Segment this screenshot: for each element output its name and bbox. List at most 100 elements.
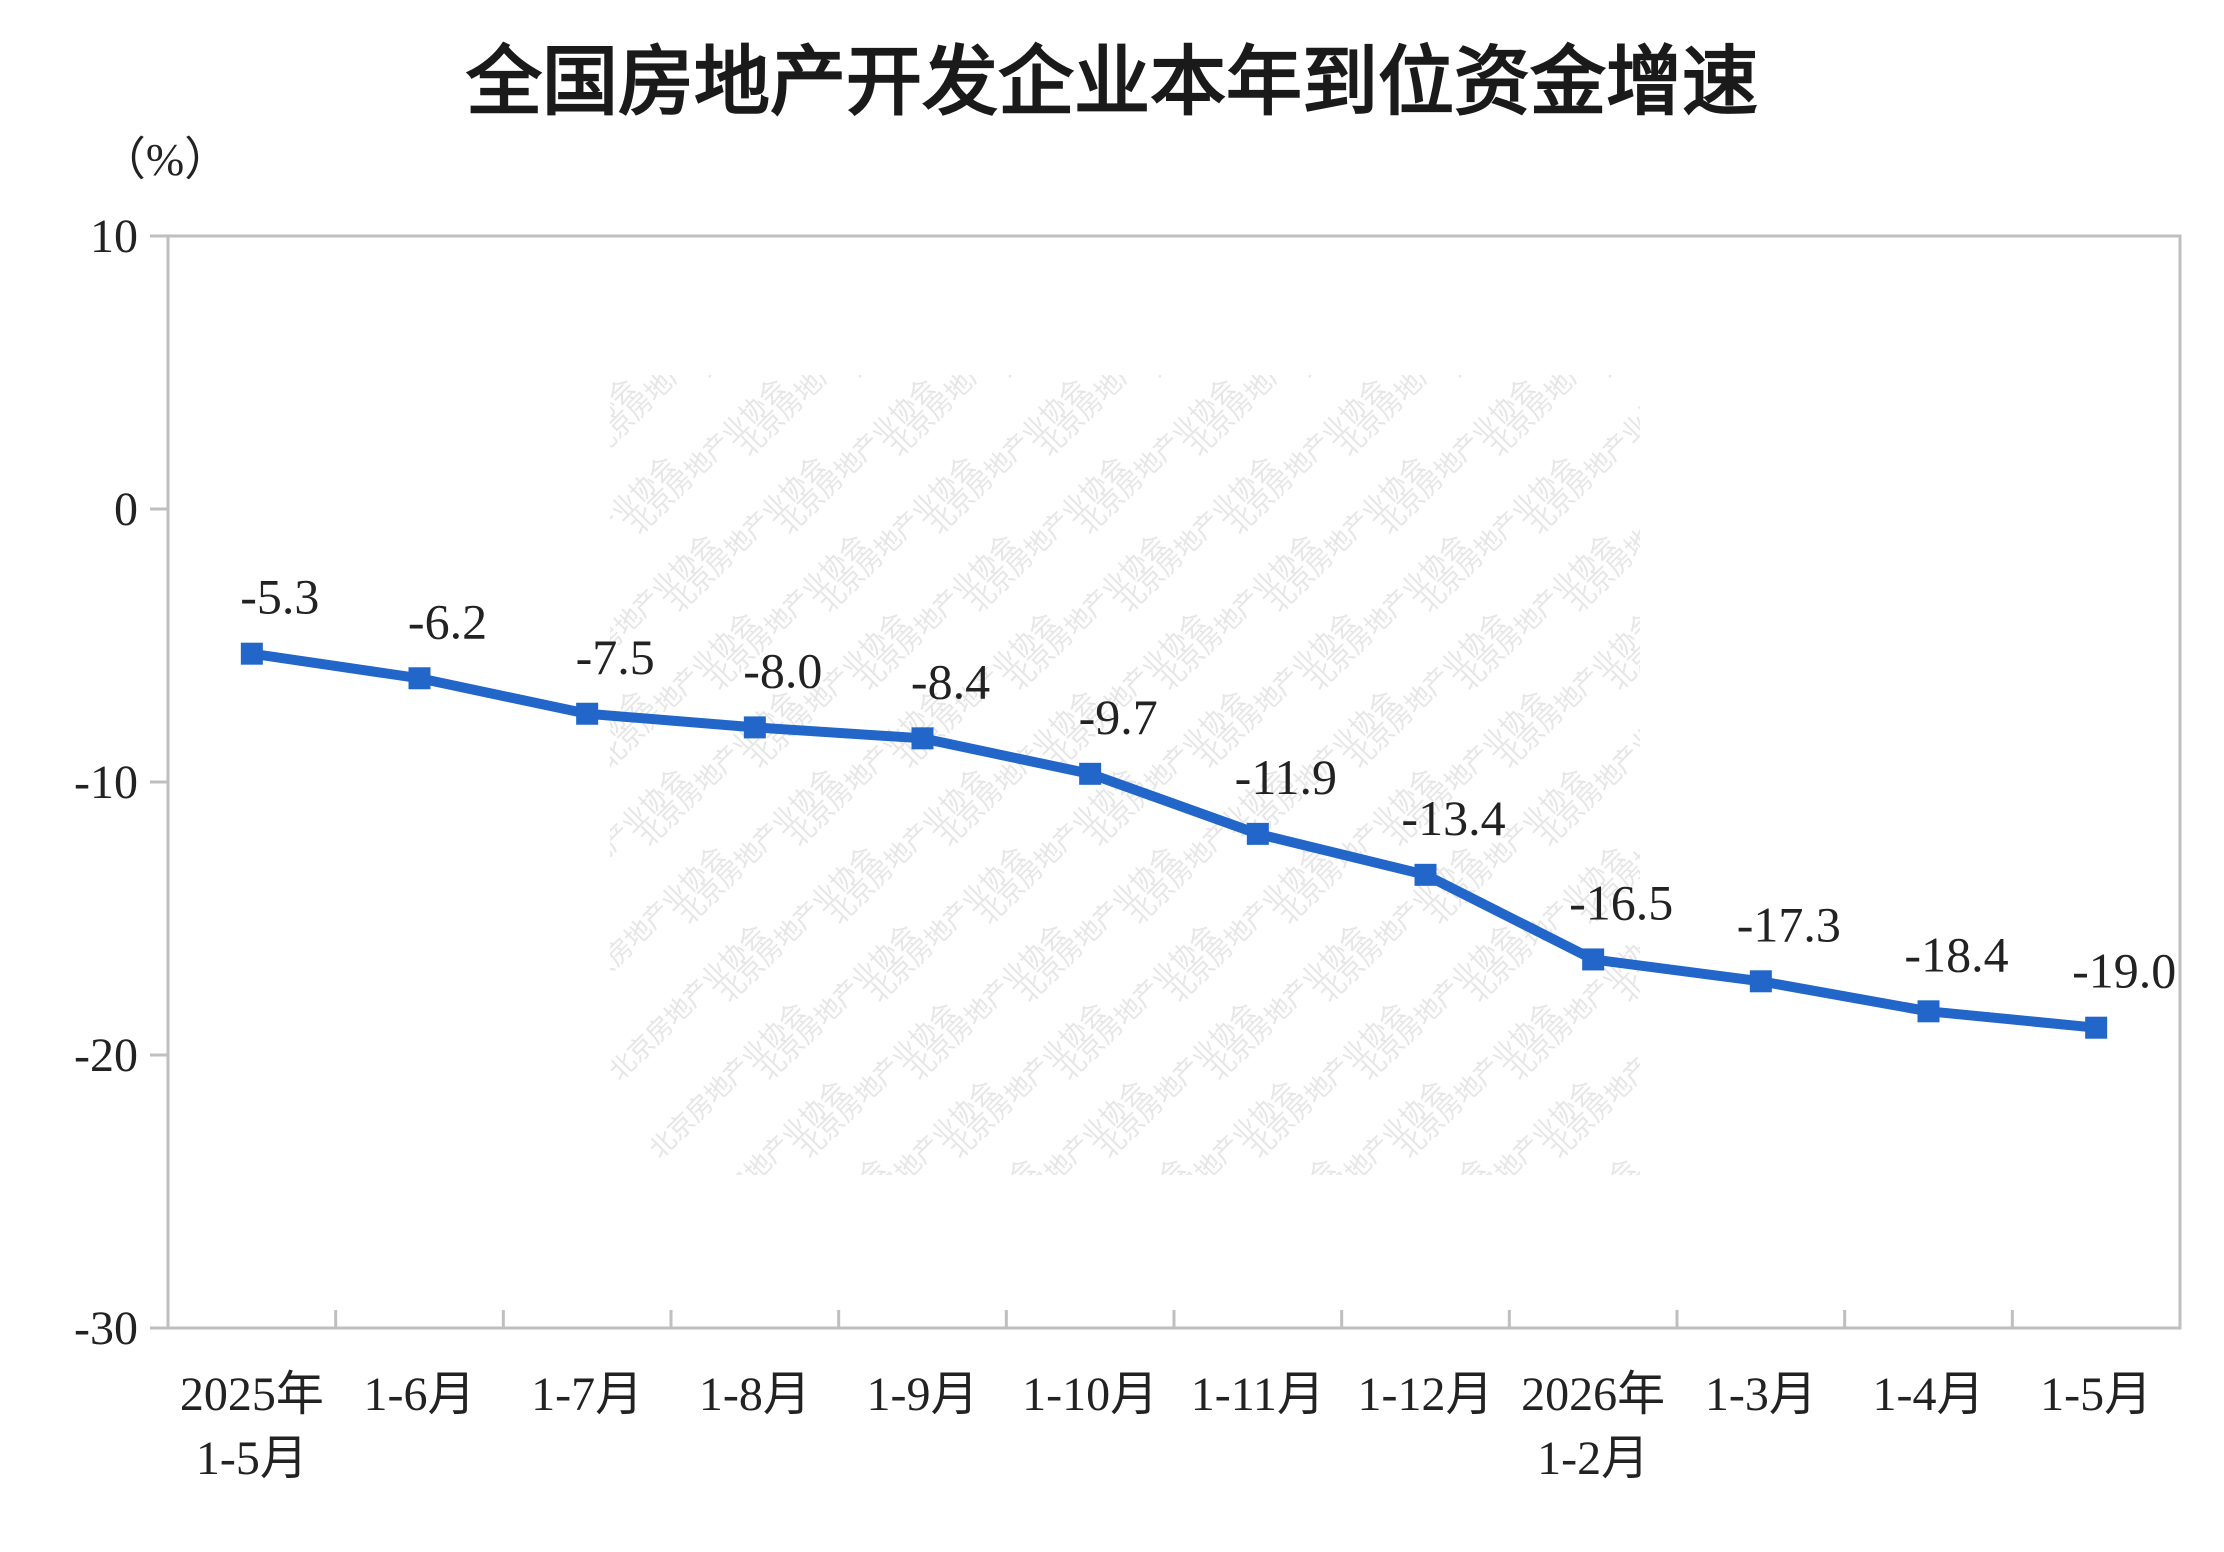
data-point-7 [1414, 863, 1437, 886]
watermark-text-219: 北京房地产业协会 [2034, 1075, 2202, 1243]
watermark-text-224: 北京房地产业协会 [724, 1153, 892, 1321]
watermark-text-62: 北京房地产业协会 [1144, 217, 1312, 385]
watermark-text-46: 北京房地产业协会 [804, 139, 972, 307]
data-label-11: -19.0 [2072, 943, 2176, 999]
data-label-2: -7.5 [576, 629, 655, 685]
watermark-text-51: 北京房地产业协会 [1554, 139, 1722, 307]
watermark-text-148: 北京房地产业协会 [1684, 685, 1852, 853]
watermark-text-122: 北京房地产业协会 [1904, 529, 2072, 697]
x-axis: 2025年 1-5月 1-6月 1-7月 1-8月 1-9月 1-10月 1-11月 1-12月… [180, 1310, 2152, 1485]
watermark-text-61: 北京房地产业协会 [994, 217, 1162, 385]
watermark-text-41: 北京房地产业协会 [2114, 61, 2224, 229]
watermark-text-59: 北京房地产业协会 [694, 217, 862, 385]
watermark-text-47: 北京房地产业协会 [954, 139, 1122, 307]
watermark-text-121: 北京房地产业协会 [1754, 529, 1922, 697]
watermark-text-107: 北京房地产业协会 [1714, 451, 1882, 619]
watermark-text-80: 北京房地产业协会 [1784, 295, 1952, 463]
data-label-8: -16.5 [1569, 874, 1673, 930]
x-tick-label-6-0: 1-11月 [1191, 1368, 1325, 1421]
watermark-text-29: 北京房地产业协会 [314, 61, 482, 229]
series-line-group [240, 642, 2108, 1039]
data-point-3 [743, 716, 766, 739]
watermark-text-11: 北京房地产业协会 [1734, 0, 1902, 73]
series-line-0 [246, 648, 2102, 1033]
data-label-1: -6.2 [408, 593, 487, 649]
watermark-text-109: 北京房地产业协会 [2014, 451, 2182, 619]
watermark-text-1: 北京房地产业协会 [234, 0, 402, 73]
data-label-10: -18.4 [1904, 926, 2008, 982]
data-point-11 [2085, 1016, 2108, 1039]
watermark-text-65: 北京房地产业协会 [1594, 217, 1762, 385]
x-tick-label-1-0: 1-6月 [364, 1368, 476, 1421]
watermark-text-79: 北京房地产业协会 [1634, 295, 1802, 463]
watermark-text-45: 北京房地产业协会 [654, 139, 822, 307]
watermark-text-68: 北京房地产业协会 [2044, 217, 2212, 385]
data-label-5: -9.7 [1079, 689, 1158, 745]
watermark-text-40: 北京房地产业协会 [1964, 61, 2132, 229]
watermark-text-15: 北京房地产业协会 [274, 0, 442, 151]
watermark-text-225: 北京房地产业协会 [874, 1153, 1042, 1321]
data-point-9 [1749, 970, 1772, 993]
watermark-text-14: 北京房地产业协会 [124, 0, 292, 151]
watermark-text-84: 北京房地产业协会 [324, 373, 492, 541]
watermark-text-230: 北京房地产业协会 [1624, 1153, 1792, 1321]
watermark-text-58: 北京房地产业协会 [544, 217, 712, 385]
watermark-text-0: 北京房地产业协会 [84, 0, 252, 73]
watermark-text-227: 北京房地产业协会 [1174, 1153, 1342, 1321]
watermark-text-26: 北京房地产业协会 [1924, 0, 2092, 151]
watermark-text-66: 北京房地产业协会 [1744, 217, 1912, 385]
watermark-text-55: 北京房地产业协会 [2154, 139, 2224, 307]
watermark-text-123: 北京房地产业协会 [2054, 529, 2222, 697]
watermark-text-275: 北京房地产业协会 [2194, 1387, 2224, 1552]
watermark-text-163: 北京房地产业协会 [1874, 763, 2042, 931]
watermark-text-48: 北京房地产业协会 [1104, 139, 1272, 307]
watermark-text-206: 北京房地产业协会 [2144, 997, 2224, 1165]
watermark-text-164: 北京房地产业协会 [2024, 763, 2192, 931]
watermark-text-150: 北京房地产业协会 [1984, 685, 2152, 853]
data-point-6 [1246, 822, 1269, 845]
watermark-text-261: 北京房地产业协会 [2154, 1309, 2224, 1477]
y-axis: 10 0 -10 -20 -30 [74, 210, 168, 1355]
x-tick-label-8-1: 1-2月 [1537, 1432, 1649, 1485]
data-label-7: -13.4 [1401, 790, 1505, 846]
x-tick-label-9-0: 1-3月 [1705, 1368, 1817, 1421]
data-point-8 [1582, 948, 1605, 971]
x-tick-label-4-0: 1-9月 [867, 1368, 979, 1421]
watermark-text-13: 北京房地产业协会 [2034, 0, 2202, 73]
x-tick-label-7-0: 1-12月 [1358, 1368, 1494, 1421]
x-tick-label-5-0: 1-10月 [1022, 1368, 1158, 1421]
watermark-text-52: 北京房地产业协会 [1704, 139, 1872, 307]
watermark: 北京房地产业协会北京房地产业协会北京房地产业协会北京房地产业协会北京房地产业协会… [84, 0, 2224, 1552]
watermark-text-233: 北京房地产业协会 [2074, 1153, 2224, 1321]
data-labels: -5.3 -6.2 -7.5 -8.0 -8.4 -9.7 -11.9 -13.4 -16.5 -… [240, 569, 2176, 999]
watermark-text-137: 北京房地产业协会 [2094, 607, 2224, 775]
data-point-0 [240, 642, 263, 665]
y-tick-label--10: -10 [74, 756, 138, 809]
data-point-5 [1079, 762, 1102, 785]
watermark-text-53: 北京房地产业协会 [1854, 139, 2022, 307]
watermark-text-63: 北京房地产业协会 [1294, 217, 1462, 385]
data-point-2 [576, 702, 599, 725]
watermark-text-60: 北京房地产业协会 [844, 217, 1012, 385]
watermark-text-96: 北京房地产业协会 [2124, 373, 2224, 541]
y-tick-label-0: 0 [114, 483, 138, 536]
watermark-text-217: 北京房地产业协会 [1734, 1075, 1902, 1243]
x-tick-label-3-0: 1-8月 [699, 1368, 811, 1421]
watermark-text-67: 北京房地产业协会 [1894, 217, 2062, 385]
watermark-text-220: 北京房地产业协会 [2184, 1075, 2224, 1243]
x-tick-label-2-0: 1-7月 [531, 1368, 643, 1421]
watermark-text-218: 北京房地产业协会 [1884, 1075, 2052, 1243]
data-point-10 [1917, 1000, 1940, 1023]
watermark-text-57: 北京房地产业协会 [394, 217, 562, 385]
data-point-1 [408, 667, 431, 690]
watermark-text-108: 北京房地产业协会 [1864, 451, 2032, 619]
data-label-6: -11.9 [1235, 749, 1337, 805]
watermark-text-69: 北京房地产业协会 [2194, 217, 2224, 385]
watermark-text-81: 北京房地产业协会 [1934, 295, 2102, 463]
watermark-text-44: 北京房地产业协会 [504, 139, 672, 307]
watermark-text-12: 北京房地产业协会 [1884, 0, 2052, 73]
watermark-text-226: 北京房地产业协会 [1024, 1153, 1192, 1321]
watermark-text-135: 北京房地产业协会 [1794, 607, 1962, 775]
watermark-text-43: 北京房地产业协会 [354, 139, 522, 307]
watermark-text-203: 北京房地产业协会 [1694, 997, 1862, 1165]
